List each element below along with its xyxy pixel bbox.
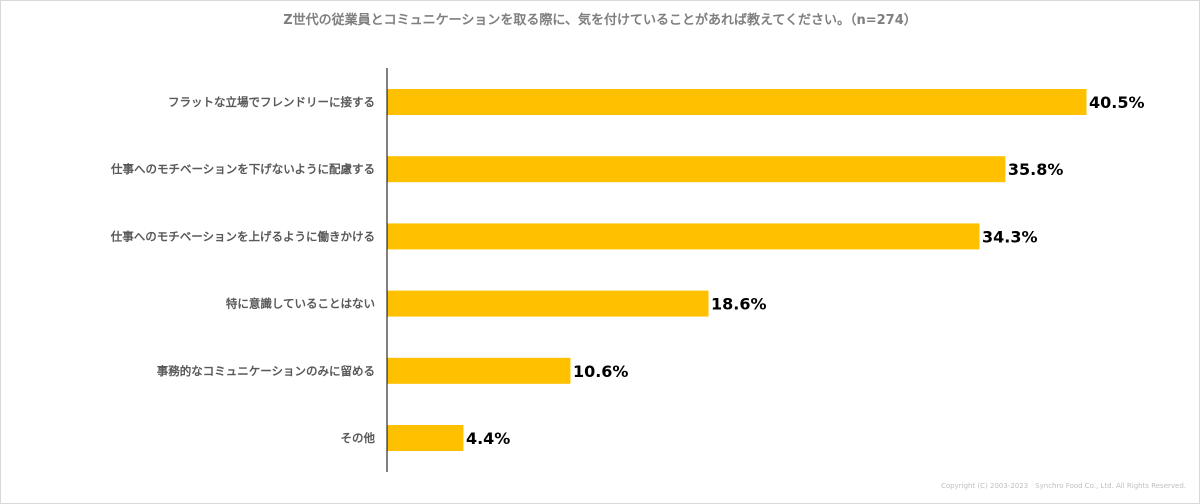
copyright-notice: Copyright (C) 2003-2023 Synchro Food Co.… [941, 482, 1186, 490]
data-label: 10.6% [573, 362, 629, 381]
data-label: 34.3% [982, 227, 1038, 246]
category-label: 仕事へのモチベーションを上げるように働きかける [110, 229, 375, 243]
bar [387, 425, 464, 451]
bar [387, 357, 571, 384]
chart-title: Z世代の従業員とコミュニケーションを取る際に、気を付けていることがあれば教えてく… [283, 13, 917, 28]
category-label: フラットな立場でフレンドリーに接する [168, 95, 375, 109]
category-label: 仕事へのモチベーションを下げないように配慮する [110, 162, 375, 176]
category-label: 特に意識していることはない [226, 297, 375, 311]
data-label: 4.4% [466, 429, 510, 448]
data-label: 18.6% [711, 295, 767, 314]
category-label: その他 [341, 431, 376, 445]
data-label: 40.5% [1089, 93, 1145, 112]
category-label: 事務的なコミュニケーションのみに留める [157, 364, 375, 378]
bar [387, 89, 1087, 115]
data-label: 35.8% [1008, 160, 1064, 179]
bar [387, 290, 709, 317]
bar [387, 223, 980, 250]
bar [387, 156, 1006, 183]
